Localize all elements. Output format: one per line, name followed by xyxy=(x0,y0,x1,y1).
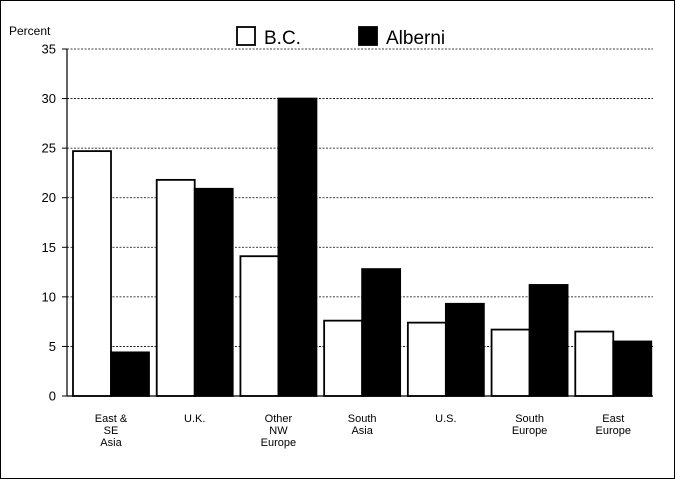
y-tick-label-20: 20 xyxy=(42,190,56,205)
bar-alberni-4 xyxy=(444,302,485,397)
legend: B.C. Alberni xyxy=(236,26,445,49)
x-category-label: Other xyxy=(265,413,293,425)
x-category-label: U.K. xyxy=(184,413,205,425)
x-category-label: South xyxy=(348,413,377,425)
bars-group xyxy=(72,97,653,397)
x-category-label: Europe xyxy=(512,425,547,437)
bar-bc-4 xyxy=(406,321,447,397)
legend-label-1: Alberni xyxy=(386,28,445,49)
bar-alberni-0 xyxy=(110,351,150,397)
bar-bc-2 xyxy=(239,255,280,397)
x-category-label: NW xyxy=(269,425,288,437)
y-tick-labels: 0 5 10 15 20 25 30 35 xyxy=(42,42,56,404)
legend-label-0: B.C. xyxy=(264,28,301,49)
y-tick-label-5: 5 xyxy=(49,339,56,354)
y-axis-label: Percent xyxy=(9,24,51,38)
y-tick-label-30: 30 xyxy=(42,91,56,106)
bar-alberni-3 xyxy=(361,268,402,397)
x-category-label: U.S. xyxy=(435,413,456,425)
bar-alberni-6 xyxy=(612,340,653,397)
bar-bc-5 xyxy=(490,328,531,397)
axes xyxy=(62,48,653,397)
x-category-label: East xyxy=(602,413,624,425)
bar-alberni-5 xyxy=(528,284,569,397)
legend-swatch-1 xyxy=(358,26,378,46)
bar-bc-1 xyxy=(155,178,196,397)
x-category-label: Asia xyxy=(100,437,122,449)
x-category-label: SE xyxy=(104,425,119,437)
bar-alberni-2 xyxy=(277,97,318,397)
y-tick-label-35: 35 xyxy=(42,42,56,57)
x-category-label: East & xyxy=(95,413,128,425)
bar-bc-3 xyxy=(323,319,364,397)
y-tick-label-10: 10 xyxy=(42,289,56,304)
bar-bc-6 xyxy=(574,330,615,397)
legend-swatch-0 xyxy=(236,26,256,46)
bar-alberni-1 xyxy=(193,187,234,397)
y-tick-label-15: 15 xyxy=(42,240,56,255)
y-tick-label-25: 25 xyxy=(42,141,56,156)
x-category-label: Asia xyxy=(351,425,373,437)
y-tick-label-0: 0 xyxy=(49,389,56,404)
x-category-label: Europe xyxy=(596,425,631,437)
bar-bc-0 xyxy=(72,150,112,397)
x-category-label: Europe xyxy=(261,437,296,449)
x-category-label: South xyxy=(515,413,544,425)
